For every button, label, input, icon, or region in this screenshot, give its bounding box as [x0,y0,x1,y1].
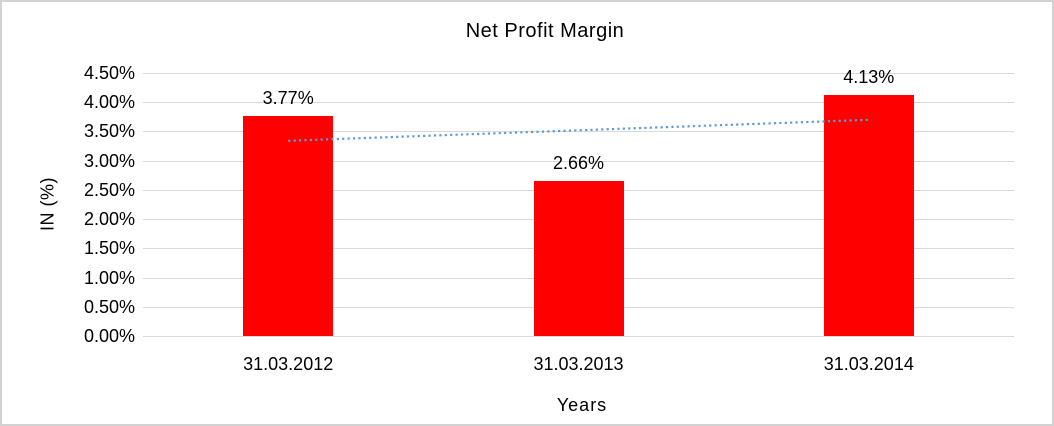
y-tick-label: 4.50% [83,63,135,83]
gridline [143,73,1014,74]
y-tick-label: 0.00% [83,326,135,346]
chart-title: Net Profit Margin [465,20,625,42]
y-tick-label: 3.50% [83,121,135,141]
x-axis-title: Years [556,395,608,415]
x-category-label: 31.03.2012 [243,354,334,374]
y-tick-label: 1.00% [83,268,135,288]
bar [823,94,914,336]
x-category-label: 31.03.2013 [533,354,624,374]
y-tick-label: 2.00% [83,209,135,229]
bar-data-label: 3.77% [262,87,314,108]
bar [243,115,334,336]
y-tick-label: 1.50% [83,238,135,258]
y-tick-label: 3.00% [83,151,135,171]
gridline [143,161,1014,162]
x-category-label: 31.03.2014 [823,354,914,374]
y-tick-label: 4.00% [83,92,135,112]
gridline [143,336,1014,337]
bar-data-label: 2.66% [552,152,605,173]
bar-data-label: 4.13% [843,66,895,87]
bar [533,180,624,336]
gridline [143,102,1014,103]
y-tick-label: 0.50% [83,297,135,317]
y-axis-title: IN (%) [37,177,58,231]
y-tick-label: 2.50% [83,180,135,200]
